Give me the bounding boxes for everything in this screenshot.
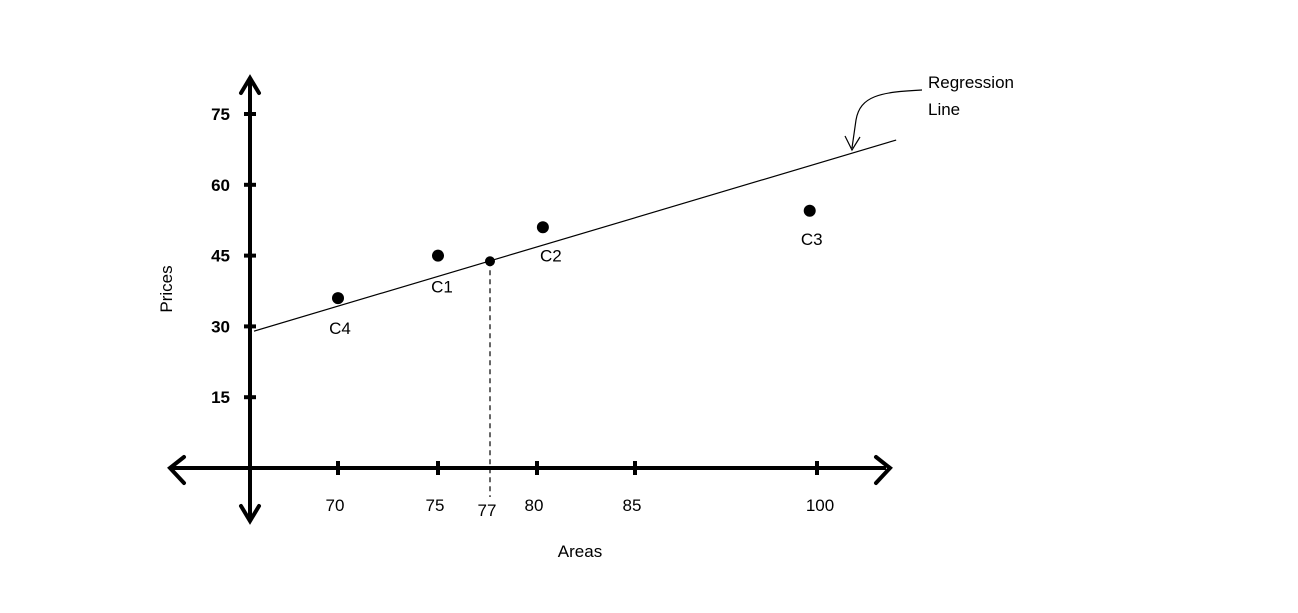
point-label: C1 <box>431 278 453 297</box>
x-tick-label: 75 <box>426 496 445 515</box>
annotation-arrow-head <box>844 135 861 152</box>
x-axis-arrow-left <box>167 455 186 485</box>
annotation-arrow-shaft <box>851 89 923 149</box>
y-tick-label: 75 <box>211 105 230 124</box>
y-axis-arrow-up <box>239 74 261 95</box>
y-tick-label: 15 <box>211 388 230 407</box>
regression-line-layer <box>253 89 923 497</box>
data-point <box>332 292 344 305</box>
y-tick-label: 45 <box>211 247 230 266</box>
y-axis-arrow-down <box>239 504 261 525</box>
data-point <box>536 221 549 234</box>
y-tick-label: 60 <box>211 176 230 195</box>
point-label: C2 <box>540 246 562 265</box>
annotation-line-1: Regression <box>928 73 1014 92</box>
x-tick-label: 70 <box>326 496 345 515</box>
data-points <box>332 204 816 305</box>
x-tick-label: 100 <box>806 496 834 515</box>
axes <box>167 74 893 525</box>
point-label: C4 <box>329 319 351 338</box>
x-tick-label: 80 <box>525 496 544 515</box>
y-tick-label: 30 <box>211 317 230 336</box>
tick-marks <box>244 112 819 475</box>
y-axis-label: Prices <box>157 265 176 312</box>
regression-line <box>253 139 897 332</box>
predicted-point <box>485 256 495 267</box>
labels: 15 30 45 60 75 70 75 77 80 85 100 C4 C1 C2 C3 <box>211 105 834 520</box>
x-tick-label: 77 <box>478 501 497 520</box>
x-tick-label: 85 <box>623 496 642 515</box>
point-label: C3 <box>801 230 823 249</box>
x-axis-arrow-right <box>874 455 893 485</box>
data-point <box>432 249 444 262</box>
annotation-line-2: Line <box>928 100 960 119</box>
data-point <box>803 204 816 217</box>
x-axis-label: Areas <box>558 542 602 561</box>
